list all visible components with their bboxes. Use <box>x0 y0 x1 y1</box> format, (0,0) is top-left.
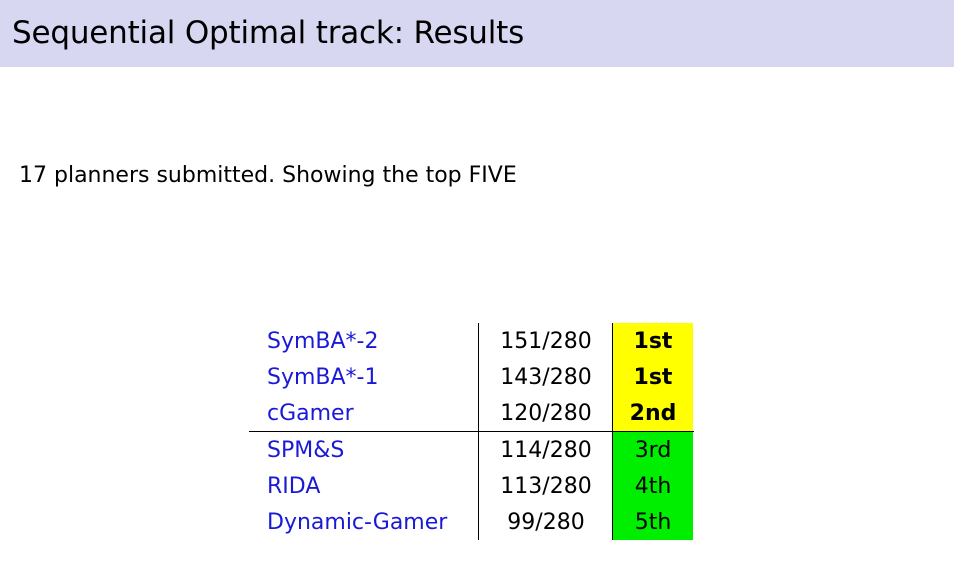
planner-name: SPM&S <box>267 437 345 463</box>
planner-name: SymBA*-2 <box>267 328 379 354</box>
title-bar: Sequential Optimal track: Results <box>0 0 954 67</box>
planner-rank: 5th <box>613 504 693 540</box>
planner-name: SymBA*-1 <box>267 364 379 390</box>
column-divider <box>612 395 613 431</box>
column-divider <box>612 468 613 504</box>
column-divider <box>478 395 479 431</box>
table-row: SymBA*-1 143/280 1st <box>249 359 694 395</box>
column-divider <box>612 504 613 540</box>
planner-score: 143/280 <box>500 364 592 390</box>
planner-name: cGamer <box>267 400 354 426</box>
table-row: SPM&S 114/280 3rd <box>249 431 694 468</box>
intro-text: 17 planners submitted. Showing the top F… <box>19 163 517 188</box>
column-divider <box>478 504 479 540</box>
planner-rank: 2nd <box>613 395 693 431</box>
table-row: cGamer 120/280 2nd <box>249 395 694 431</box>
column-divider <box>478 468 479 504</box>
results-table: SymBA*-2 151/280 1st SymBA*-1 143/280 1s… <box>249 323 694 540</box>
column-divider <box>612 432 613 468</box>
planner-score: 99/280 <box>507 509 585 535</box>
table-row: SymBA*-2 151/280 1st <box>249 323 694 359</box>
planner-score: 114/280 <box>500 437 592 463</box>
table-row: RIDA 113/280 4th <box>249 468 694 504</box>
column-divider <box>478 432 479 468</box>
column-divider <box>612 323 613 359</box>
planner-rank: 1st <box>613 359 693 395</box>
planner-name: Dynamic-Gamer <box>267 509 448 535</box>
planner-score: 113/280 <box>500 473 592 499</box>
column-divider <box>478 323 479 359</box>
planner-rank: 4th <box>613 468 693 504</box>
planner-rank: 1st <box>613 323 693 359</box>
column-divider <box>612 359 613 395</box>
slide-title: Sequential Optimal track: Results <box>12 15 525 51</box>
planner-score: 120/280 <box>500 400 592 426</box>
column-divider <box>478 359 479 395</box>
planner-score: 151/280 <box>500 328 592 354</box>
table-row: Dynamic-Gamer 99/280 5th <box>249 504 694 540</box>
planner-rank: 3rd <box>613 432 693 468</box>
planner-name: RIDA <box>267 473 321 499</box>
